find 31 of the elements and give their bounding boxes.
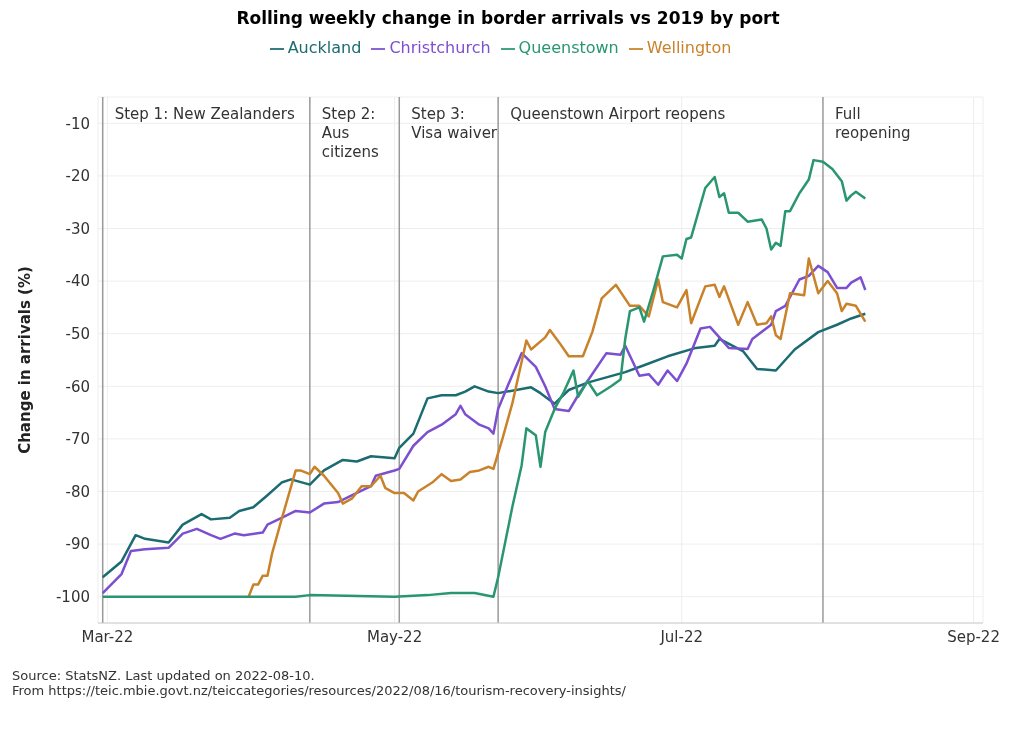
y-tick-label: -60 bbox=[65, 377, 90, 396]
y-tick-label: -30 bbox=[65, 219, 90, 238]
legend-label: Queenstown bbox=[518, 38, 619, 57]
y-tick-label: -70 bbox=[65, 430, 90, 449]
y-tick-label: -90 bbox=[65, 535, 90, 554]
ref-line-label: Step 1: New Zealanders bbox=[114, 105, 295, 123]
y-tick-label: -10 bbox=[65, 114, 90, 133]
x-tick-label: Sep-22 bbox=[947, 627, 1000, 646]
y-tick-label: -40 bbox=[65, 272, 90, 291]
text: From https://teic.mbie.govt.nz/teiccategories/resources/2022/08/16/tourism-recovery-insights/ bbox=[12, 683, 627, 698]
source-note: Source: StatsNZ. Last updated on 2022-08-10. bbox=[12, 668, 316, 683]
ref-line-label: Step 2: Aus citizens bbox=[321, 105, 379, 161]
ref-line-label: Queenstown Airport reopens bbox=[510, 105, 726, 123]
y-tick-label: -80 bbox=[65, 482, 90, 501]
x-tick-label: Jul-22 bbox=[659, 627, 704, 646]
y-tick-label: -100 bbox=[55, 588, 90, 607]
legend-label: Wellington bbox=[646, 38, 732, 57]
line-series bbox=[101, 158, 867, 598]
legend-label: Christchurch bbox=[389, 38, 491, 57]
y-axis-title: Change in arrivals (%) bbox=[16, 266, 35, 454]
x-tick-label: May-22 bbox=[366, 627, 423, 646]
ref-line-label: Step 3: Visa waiver bbox=[411, 105, 498, 142]
x-tick-label: Mar-22 bbox=[81, 627, 134, 646]
line-series bbox=[247, 257, 867, 598]
ref-line-label: Full reopening bbox=[834, 105, 911, 142]
legend-label: Auckland bbox=[287, 38, 362, 57]
line-series bbox=[101, 264, 867, 595]
y-tick-label: -50 bbox=[65, 325, 90, 344]
chart-title: Rolling weekly change in border arrivals vs 2019 by port bbox=[235, 8, 781, 28]
y-tick-label: -20 bbox=[65, 167, 90, 186]
line-series bbox=[101, 312, 867, 579]
